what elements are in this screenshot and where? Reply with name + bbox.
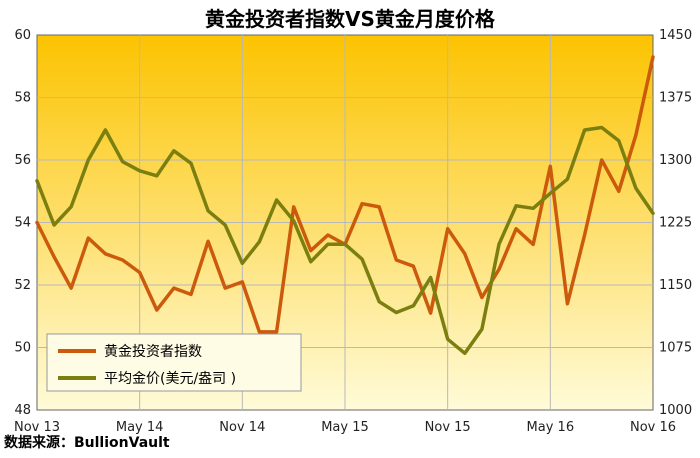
x-tick-label: Nov 14 <box>219 420 265 435</box>
left-tick-label: 50 <box>14 341 31 356</box>
x-tick-label: Nov 13 <box>14 420 60 435</box>
legend: 黄金投资者指数 平均金价(美元/盎司 ) <box>46 333 302 392</box>
x-tick-label: Nov 16 <box>630 420 676 435</box>
left-tick-label: 60 <box>14 28 31 43</box>
series-lines <box>35 55 655 356</box>
left-axis: 48 50 52 54 56 58 60 <box>14 28 31 418</box>
chart-title: 黄金投资者指数VS黄金月度价格 <box>205 7 496 31</box>
legend-box <box>46 333 302 392</box>
right-tick-label: 1075 <box>659 341 692 356</box>
x-tick-label: Nov 15 <box>425 420 471 435</box>
right-tick-label: 1000 <box>659 403 692 418</box>
legend-label-index: 黄金投资者指数 <box>104 343 202 360</box>
left-tick-label: 54 <box>14 216 31 231</box>
right-tick-label: 1450 <box>659 28 692 43</box>
series-line-gold-price <box>35 125 655 356</box>
left-tick-label: 56 <box>14 153 31 168</box>
right-tick-label: 1375 <box>659 91 692 106</box>
left-tick-label: 52 <box>14 278 31 293</box>
right-axis: 1000 1075 1150 1225 1300 1375 1450 <box>659 28 692 418</box>
left-tick-label: 48 <box>14 403 31 418</box>
right-tick-label: 1150 <box>659 278 692 293</box>
right-tick-label: 1300 <box>659 153 692 168</box>
right-tick-label: 1225 <box>659 216 692 231</box>
x-tick-label: May 16 <box>527 420 575 435</box>
x-axis: Nov 13 May 14 Nov 14 May 15 Nov 15 May 16 Nov … <box>14 420 676 435</box>
left-tick-label: 58 <box>14 91 31 106</box>
x-tick-label: May 15 <box>321 420 369 435</box>
x-tick-label: May 14 <box>116 420 164 435</box>
source-note: 数据来源：BullionVault <box>4 434 170 451</box>
legend-label-gold-price: 平均金价(美元/盎司 ) <box>104 371 236 387</box>
